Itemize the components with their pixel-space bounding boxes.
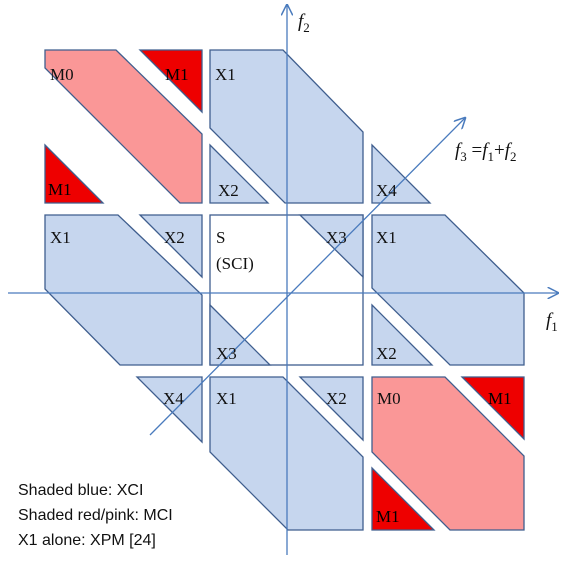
f3-axis [149,118,465,436]
x2-triangle-top [209,143,270,204]
label-x3-lower: X3 [216,344,237,363]
label-s: S [216,228,225,247]
label-x1-right: X1 [376,228,397,247]
label-x4-top-right: X4 [376,181,397,200]
legend: Shaded blue: XCI Shaded red/pink: MCI X1… [18,478,173,553]
m0-region-bottom-right [371,376,525,531]
label-m1-bottom-right-a: M1 [488,389,512,408]
f1-axis-label: f1 [546,310,558,334]
f3-axis-label: f3 =f1+f2 [455,140,517,164]
label-m0-top-left: M0 [50,65,74,84]
x2-triangle-right [371,303,434,366]
label-m1-top-left-a: M1 [165,65,189,84]
m1-triangle-top-left-a [138,49,203,114]
legend-line-mci: Shaded red/pink: MCI [18,507,173,524]
m1-triangle-bottom-right-a [460,376,525,441]
label-x2-left: X2 [164,228,185,247]
label-x3-center: X3 [326,228,347,247]
label-x2-top: X2 [218,181,239,200]
legend-line-xpm: X1 alone: XPM [24] [18,532,156,549]
label-x1-bottom: X1 [216,389,237,408]
label-x2-bottom: X2 [326,389,347,408]
label-sci: (SCI) [216,254,254,273]
x3-triangle-lower [209,303,272,366]
m0-region-top-left [44,49,203,204]
m1-triangle-top-left-b [44,143,105,204]
label-m1-bottom-right-b: M1 [376,507,400,526]
label-x1-left: X1 [50,228,71,247]
label-x4-lower-left: X4 [163,389,184,408]
x1-region-left [44,214,203,366]
legend-line-xci: Shaded blue: XCI [18,482,144,499]
x3-triangle-center [298,214,364,279]
x4-triangle-lower-left [135,376,203,444]
f2-axis-label: f2 [298,11,310,35]
x4-triangle-top-right [371,143,432,204]
label-m0-bottom-right: M0 [377,389,401,408]
label-x1-top: X1 [215,65,236,84]
x1-region-right [371,214,525,366]
m1-triangle-bottom-right-b [371,466,436,531]
label-m1-top-left-b: M1 [48,180,72,199]
label-x2-right: X2 [376,344,397,363]
x2-triangle-left [138,214,203,279]
x2-triangle-bottom [298,376,364,442]
